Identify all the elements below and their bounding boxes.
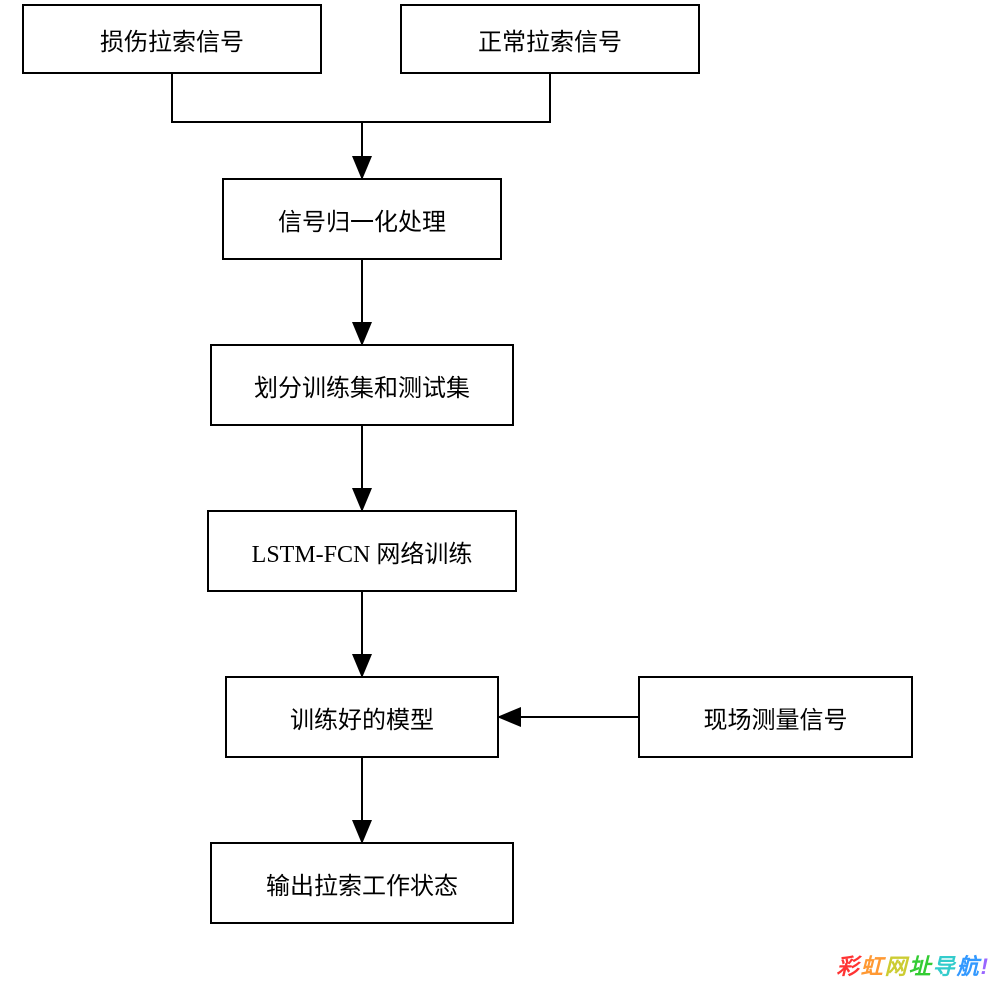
watermark-char: ! [981, 954, 990, 979]
watermark-char: 导 [933, 954, 957, 979]
flow-connectors [0, 0, 1000, 989]
watermark-char: 彩 [837, 954, 861, 979]
watermark-char: 虹 [861, 954, 885, 979]
watermark-char: 航 [957, 954, 981, 979]
watermark: 彩虹网址导航! [837, 949, 990, 981]
watermark-char: 址 [909, 954, 933, 979]
watermark-char: 网 [885, 954, 909, 979]
